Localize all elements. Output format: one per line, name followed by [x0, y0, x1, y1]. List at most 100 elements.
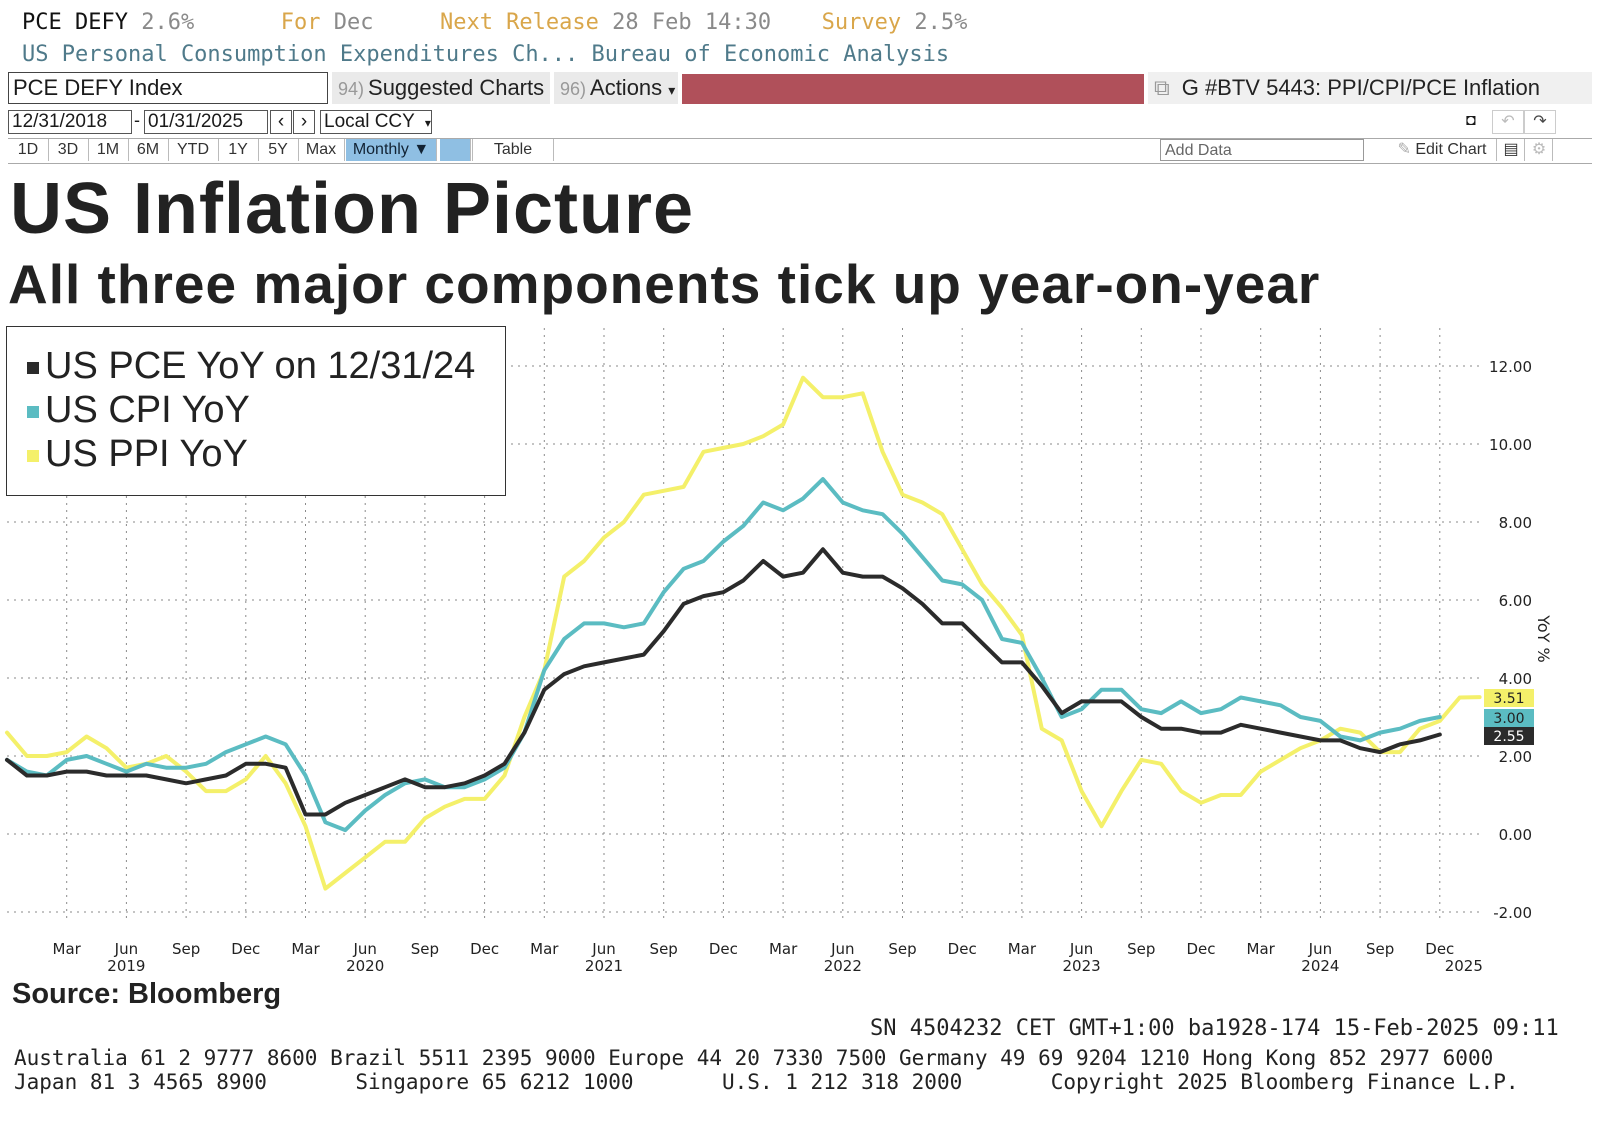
pencil-icon: ✎: [1397, 141, 1416, 158]
x-tick-label: Sep: [888, 940, 916, 958]
x-tick-label: Sep: [1127, 940, 1155, 958]
source-label: Source: Bloomberg: [12, 978, 282, 1010]
chart-legend: US PCE YoY on 12/31/24 US CPI YoY US PPI…: [6, 326, 506, 496]
chart-title: US Inflation Picture: [10, 169, 695, 249]
ticker: PCE DEFY: [22, 10, 128, 35]
period-1d[interactable]: 1D: [8, 139, 49, 161]
x-tick-label: Jun: [352, 940, 376, 958]
annotate-icon[interactable]: ▤: [1498, 139, 1525, 161]
survey-value: 2.5%: [914, 10, 968, 35]
undo-icon[interactable]: ↶: [1492, 110, 1524, 134]
x-tick-label: Mar: [1008, 940, 1037, 958]
redo-icon[interactable]: ↷: [1524, 110, 1556, 134]
last-value-tag: [1484, 727, 1534, 745]
x-tick-label: Sep: [411, 940, 439, 958]
next-release-label: Next Release: [439, 10, 599, 35]
table-button[interactable]: Table: [472, 139, 554, 161]
x-tick-label: Sep: [650, 940, 678, 958]
ticker-value: 2.6%: [141, 10, 195, 35]
survey-label: Survey: [821, 10, 902, 35]
chart-subtitle: All three major components tick up year-…: [8, 253, 1321, 315]
last-value-tag: [1484, 689, 1534, 707]
play-icon[interactable]: ◘: [1466, 112, 1476, 129]
settings-gear-icon[interactable]: ⚙: [1526, 139, 1553, 161]
series-line: [5, 375, 1482, 891]
legend-swatch: [27, 405, 39, 418]
period-row: 1D 3D 1M 6M YTD 1Y 5Y Max Monthly ▼ Tabl…: [8, 138, 1592, 164]
x-tick-year: 2021: [585, 957, 623, 975]
for-label: For: [280, 10, 321, 35]
source-agency: Bureau of Economic Analysis: [591, 42, 950, 67]
period-max[interactable]: Max: [298, 139, 345, 161]
prev-arrow-icon[interactable]: ‹: [270, 110, 292, 134]
legend-swatch: [27, 449, 39, 462]
x-tick-label: Dec: [948, 940, 977, 958]
x-tick-year: 2020: [346, 957, 384, 975]
last-value-tag: [1484, 709, 1534, 727]
header-line: PCE DEFY 2.6% For Dec Next Release 28 Fe…: [22, 10, 967, 35]
x-tick-label: Mar: [291, 940, 320, 958]
x-tick-year: 2022: [824, 957, 862, 975]
toolbar: PCE DEFY Index 94) Suggested Charts 96) Ac…: [8, 72, 1592, 106]
footer-contacts-1: Australia 61 2 9777 8600 Brazil 5511 239…: [14, 1046, 1494, 1070]
y-tick-label: 2.00: [1499, 748, 1532, 766]
x-tick-label: Mar: [530, 940, 559, 958]
next-arrow-icon[interactable]: ›: [293, 110, 315, 134]
x-tick-label: Dec: [709, 940, 738, 958]
currency-select[interactable]: Local CCY ▾: [320, 110, 432, 134]
chevron-down-icon: ▼: [413, 141, 430, 158]
legend-swatch: [27, 361, 39, 374]
add-data-input[interactable]: Add Data: [1160, 139, 1364, 161]
series-line: [5, 477, 1442, 833]
chevron-down-icon: ▾: [424, 116, 431, 130]
period-1m[interactable]: 1M: [88, 139, 129, 161]
legend-item-pce: US PCE YoY on 12/31/24: [27, 345, 475, 388]
x-tick-label: Mar: [53, 940, 82, 958]
chart-type-button[interactable]: [440, 139, 471, 161]
period-5y[interactable]: 5Y: [258, 139, 299, 161]
chart-id-label[interactable]: ⧉ G #BTV 5443: PPI/CPI/PCE Inflation: [1148, 72, 1592, 104]
security-description: US Personal Consumption Expenditures Ch.…: [22, 42, 579, 67]
y-tick-label: 0.00: [1499, 826, 1532, 844]
x-tick-label: Sep: [1366, 940, 1394, 958]
edit-chart-button[interactable]: ✎ Edit Chart: [1388, 139, 1497, 161]
suggested-charts-button[interactable]: 94) Suggested Charts: [332, 72, 550, 104]
x-tick-label: Mar: [1247, 940, 1276, 958]
series-line: [5, 547, 1442, 817]
x-tick-year: 2025: [1445, 957, 1483, 975]
x-tick-label: Dec: [470, 940, 499, 958]
legend-item-ppi: US PPI YoY: [27, 433, 248, 476]
title-bar: [682, 74, 1144, 104]
next-release-value: 28 Feb 14:30: [612, 10, 772, 35]
period-ytd[interactable]: YTD: [168, 139, 219, 161]
x-tick-label: Mar: [769, 940, 798, 958]
x-tick-year: 2019: [107, 957, 145, 975]
y-tick-label: 4.00: [1499, 670, 1532, 688]
x-tick-label: Sep: [172, 940, 200, 958]
y-tick-label: 6.00: [1499, 592, 1532, 610]
actions-button[interactable]: 96) Actions ▾: [554, 72, 678, 104]
legend-item-cpi: US CPI YoY: [27, 389, 250, 432]
security-field[interactable]: PCE DEFY Index: [8, 72, 328, 104]
external-link-icon: ⧉: [1154, 75, 1170, 100]
x-tick-label: Dec: [1186, 940, 1215, 958]
start-date-field[interactable]: 12/31/2018: [8, 110, 132, 134]
end-date-field[interactable]: 01/31/2025: [144, 110, 268, 134]
y-tick-label: 8.00: [1499, 514, 1532, 532]
period-6m[interactable]: 6M: [128, 139, 169, 161]
date-separator: -: [134, 110, 140, 130]
frequency-select[interactable]: Monthly ▼: [346, 139, 437, 161]
period-3d[interactable]: 3D: [48, 139, 89, 161]
date-range-row: 12/31/2018 - 01/31/2025 ‹ › Local CCY ▾ ◘…: [8, 110, 1592, 136]
x-tick-label: Jun: [1069, 940, 1093, 958]
x-tick-label: Jun: [830, 940, 854, 958]
last-value-label: 2.55: [1493, 729, 1524, 745]
x-tick-year: 2024: [1301, 957, 1339, 975]
last-value-label: 3.51: [1493, 691, 1524, 707]
last-value-label: 3.00: [1493, 711, 1524, 727]
period-1y[interactable]: 1Y: [218, 139, 259, 161]
y-tick-label: -2.00: [1493, 904, 1532, 922]
x-tick-label: Jun: [114, 940, 138, 958]
x-tick-label: Dec: [1425, 940, 1454, 958]
terminal-info: SN 4504232 CET GMT+1:00 ba1928-174 15-Fe…: [870, 1016, 1559, 1041]
